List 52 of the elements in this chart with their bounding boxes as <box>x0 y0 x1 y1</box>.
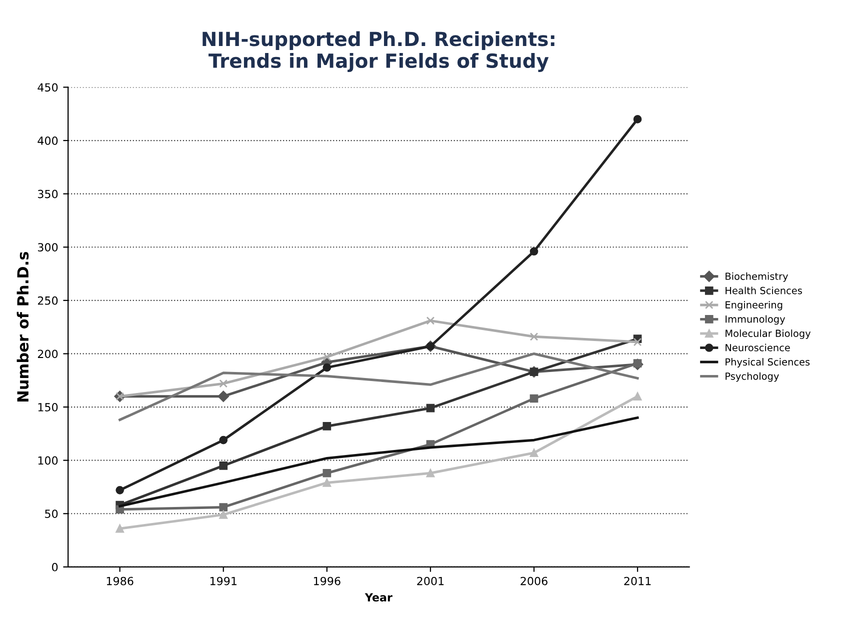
point <box>530 247 538 256</box>
y-tick-label: 50 <box>45 510 58 518</box>
x-tick-label: 1996 <box>314 576 340 586</box>
point <box>219 461 228 470</box>
x-tick-label: 1986 <box>106 576 134 586</box>
y-tick-label: 100 <box>38 456 58 465</box>
point <box>219 379 228 388</box>
legend-label: Molecular Biology <box>726 330 811 339</box>
point <box>426 468 435 478</box>
chart-title: NIH-supported Ph.D. Recipients: Trends in Major Fields of Study <box>202 31 554 72</box>
x-tick-label: 2006 <box>520 576 548 586</box>
y-tick-label: 450 <box>38 83 58 92</box>
point <box>633 392 642 401</box>
legend-label: Neuroscience <box>726 344 790 352</box>
point <box>633 115 642 124</box>
legend-label: Physical Sciences <box>726 358 810 368</box>
point <box>633 338 642 346</box>
y-tick-label: 0 <box>52 562 58 572</box>
point <box>322 352 332 362</box>
point <box>530 332 538 341</box>
legend-label: Immunology <box>726 315 786 325</box>
legend-label: Biochemistry <box>726 272 788 282</box>
y-tick-label: 200 <box>38 350 58 358</box>
line-series <box>118 352 639 422</box>
point <box>322 422 332 430</box>
point <box>633 359 642 368</box>
y-tick-label: 300 <box>38 243 58 252</box>
legend-label: Psychology <box>726 372 779 382</box>
point <box>219 503 228 512</box>
y-tick-label: 350 <box>38 190 58 198</box>
point <box>322 468 332 478</box>
y-tick-label: 400 <box>38 136 58 145</box>
point <box>218 390 229 402</box>
y-tick-label: 250 <box>38 296 58 305</box>
x-tick-label: 2001 <box>417 576 444 586</box>
point <box>426 316 435 325</box>
point <box>322 363 332 372</box>
x-axis-title: Year <box>364 593 392 602</box>
legend-label: Engineering <box>726 300 782 310</box>
point <box>116 524 124 533</box>
point <box>322 478 332 487</box>
x-tick-label: 2011 <box>624 576 651 586</box>
x-tick-label: 1991 <box>210 576 236 586</box>
legend-label: Health Sciences <box>726 286 802 294</box>
y-axis-title: Number of Ph.D.s <box>16 252 29 402</box>
point <box>116 486 124 494</box>
point <box>219 510 228 519</box>
point <box>530 448 538 458</box>
point <box>426 404 435 412</box>
y-tick-label: 150 <box>38 403 58 412</box>
point <box>530 394 538 403</box>
point <box>219 436 228 444</box>
